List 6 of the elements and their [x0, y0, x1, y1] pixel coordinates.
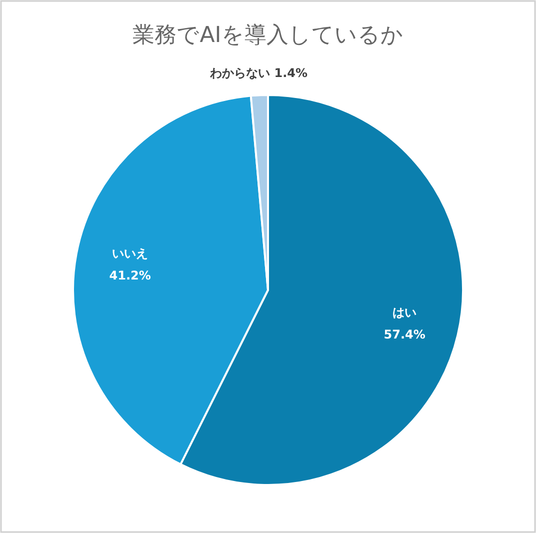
data-label: 57.4%: [384, 327, 426, 342]
slice-label: はい: [392, 305, 417, 320]
slice-label: わからない 1.4%: [209, 66, 308, 80]
slice-label: いいえ: [112, 246, 148, 261]
data-label: 41.2%: [109, 268, 151, 283]
chart-title: 業務でAIを導入しているか: [132, 23, 404, 48]
